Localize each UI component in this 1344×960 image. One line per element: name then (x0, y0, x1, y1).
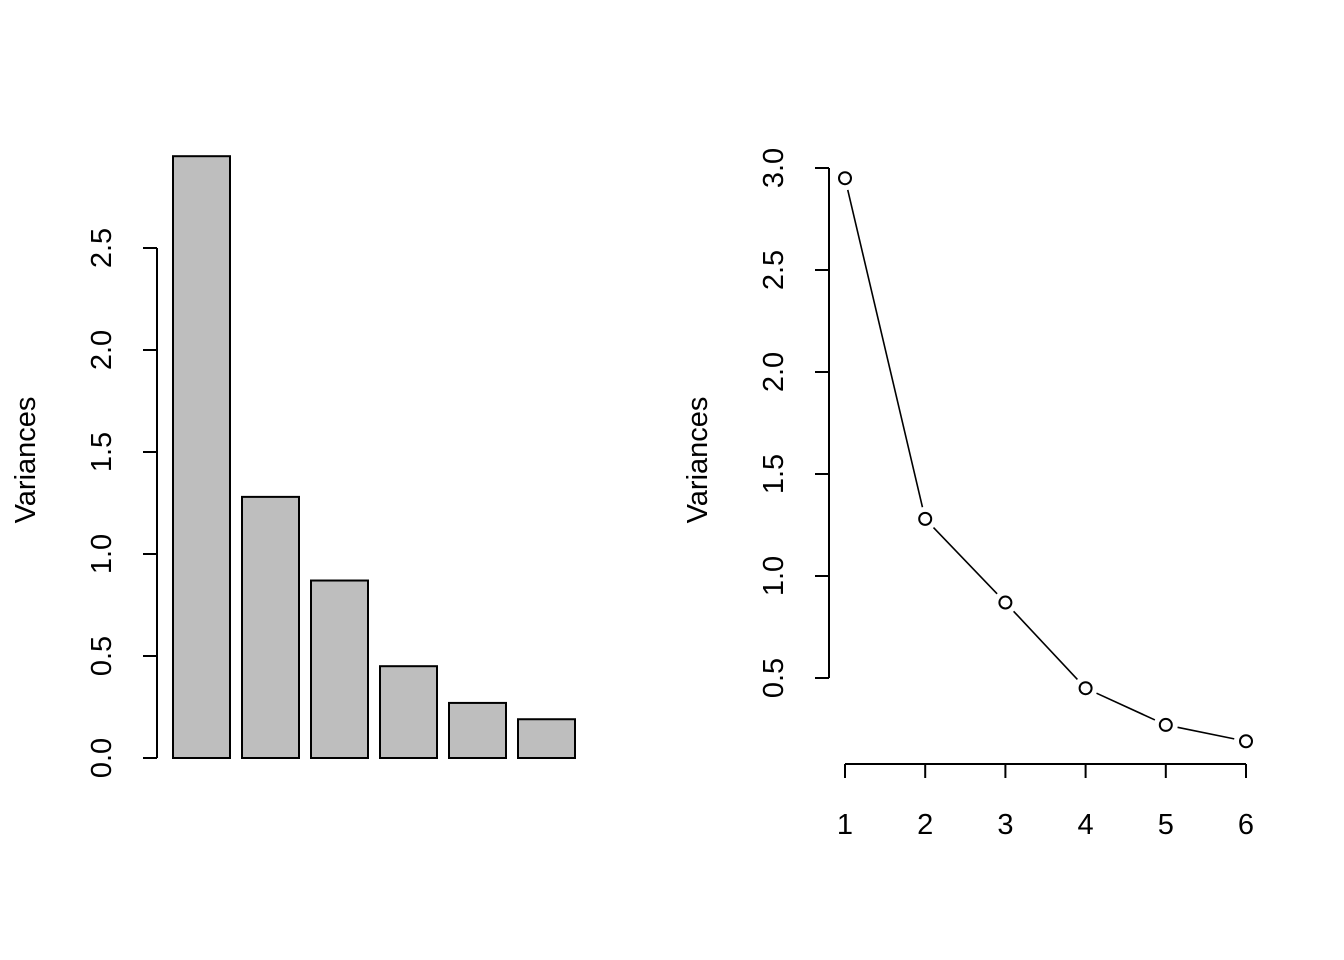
line-segment (1177, 726, 1235, 740)
line-segment (1096, 692, 1156, 721)
bar (517, 718, 576, 759)
bar-chart-panel: 0.0 0.5 1.0 1.5 2.0 2.5 Variances (10, 155, 576, 778)
line-x-tick-label: 3 (997, 809, 1013, 841)
bar-y-tick-label: 1.5 (86, 432, 118, 472)
line-point (1239, 734, 1253, 749)
line-y-tick-label: 1.0 (758, 556, 790, 596)
line-point (1158, 717, 1173, 732)
line-y-tick-label: 2.5 (758, 250, 790, 290)
line-point (838, 171, 852, 186)
line-y-tick-label: 3.0 (758, 148, 790, 188)
bar-y-tick-label: 0.5 (86, 636, 118, 676)
line-x-tick-label: 4 (1078, 809, 1094, 841)
bar (448, 701, 507, 759)
line-y-tick-label: 2.0 (758, 352, 790, 392)
line-y-axis-label: Variances (682, 397, 714, 524)
line-y-tick-label: 1.5 (758, 454, 790, 494)
line-point (998, 595, 1013, 610)
line-x-tick-label: 5 (1158, 809, 1174, 841)
line-x-axis: 1 2 3 4 5 6 (837, 763, 1254, 841)
line-x-tick-label: 2 (917, 809, 933, 841)
bar-y-axis: 0.0 0.5 1.0 1.5 2.0 2.5 (86, 228, 158, 778)
bar-y-tick-label: 2.5 (86, 228, 118, 268)
bar (241, 495, 300, 759)
line-point (1078, 681, 1093, 696)
bar (172, 155, 231, 759)
line-x-tick-label: 6 (1238, 809, 1254, 841)
bar-y-tick-label: 0.0 (86, 738, 118, 778)
bar-y-tick-label: 2.0 (86, 330, 118, 370)
line-chart-panel: 0.5 1.0 1.5 2.0 2.5 3.0 1 2 3 4 5 6 Variances (682, 148, 1254, 841)
line-series (838, 171, 1253, 749)
bar (379, 665, 438, 760)
line-x-tick-label: 1 (837, 809, 853, 841)
bar-y-tick-label: 1.0 (86, 534, 118, 574)
bar (310, 579, 369, 760)
line-point (918, 511, 933, 526)
line-segment (846, 189, 924, 508)
bar-y-axis-label: Variances (10, 397, 42, 524)
bar-series (172, 155, 576, 760)
line-y-tick-label: 0.5 (758, 658, 790, 698)
line-segment (1013, 610, 1078, 680)
line-segment (932, 526, 998, 595)
line-y-axis: 0.5 1.0 1.5 2.0 2.5 3.0 (758, 148, 830, 698)
